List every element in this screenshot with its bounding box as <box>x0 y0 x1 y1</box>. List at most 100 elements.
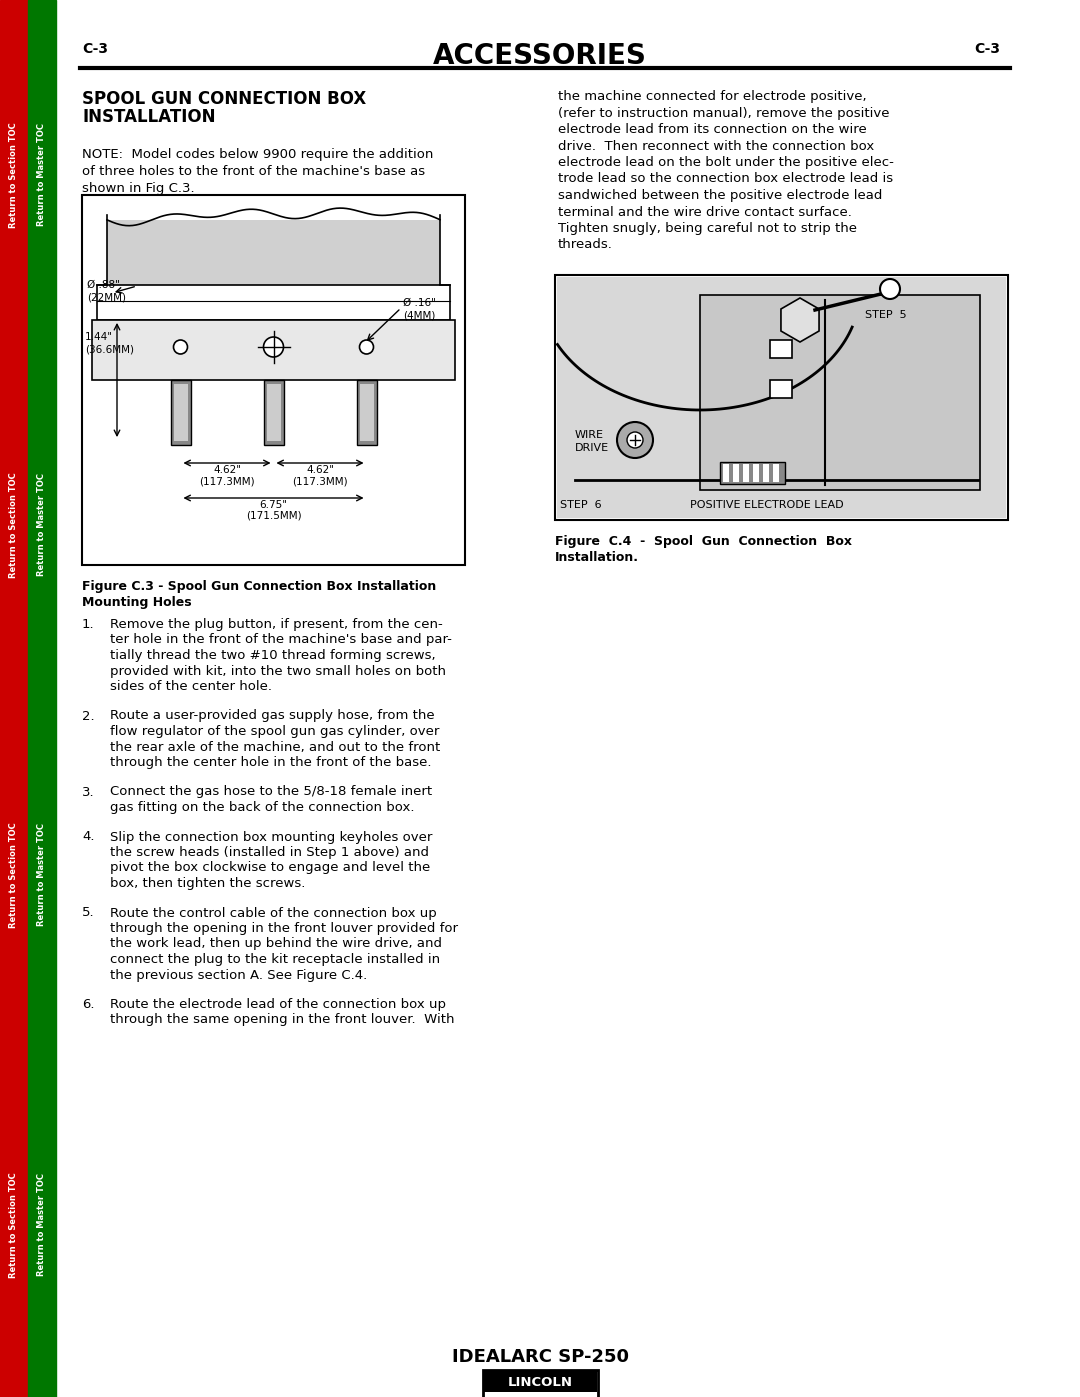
Bar <box>733 464 739 482</box>
Text: of three holes to the front of the machine's base as: of three holes to the front of the machi… <box>82 165 426 177</box>
Text: 4.62": 4.62" <box>213 465 241 475</box>
Bar <box>720 462 785 483</box>
Text: the work lead, then up behind the wire drive, and: the work lead, then up behind the wire d… <box>110 937 442 950</box>
Text: (117.3MM): (117.3MM) <box>293 476 348 486</box>
Text: NOTE:  Model codes below 9900 require the addition: NOTE: Model codes below 9900 require the… <box>82 148 433 161</box>
Text: (171.5MM): (171.5MM) <box>245 511 301 521</box>
Bar <box>762 464 769 482</box>
Text: 4.: 4. <box>82 830 95 844</box>
Text: sides of the center hole.: sides of the center hole. <box>110 680 272 693</box>
Text: through the center hole in the front of the base.: through the center hole in the front of … <box>110 756 432 768</box>
Bar <box>700 295 980 490</box>
Text: flow regulator of the spool gun gas cylinder, over: flow regulator of the spool gun gas cyli… <box>110 725 440 738</box>
Text: drive.  Then reconnect with the connection box: drive. Then reconnect with the connectio… <box>558 140 874 152</box>
Text: Return to Section TOC: Return to Section TOC <box>10 821 18 928</box>
Text: Installation.: Installation. <box>555 550 639 564</box>
Text: LINCOLN: LINCOLN <box>508 1376 572 1389</box>
Bar <box>267 384 281 441</box>
Text: ter hole in the front of the machine's base and par-: ter hole in the front of the machine's b… <box>110 633 451 647</box>
Text: Tighten snugly, being careful not to strip the: Tighten snugly, being careful not to str… <box>558 222 858 235</box>
Text: 4.62": 4.62" <box>306 465 334 475</box>
Text: tially thread the two #10 thread forming screws,: tially thread the two #10 thread forming… <box>110 650 435 662</box>
Text: Slip the connection box mounting keyholes over: Slip the connection box mounting keyhole… <box>110 830 432 844</box>
Bar <box>360 384 374 441</box>
Text: the previous section A. See Figure C.4.: the previous section A. See Figure C.4. <box>110 968 367 982</box>
Text: Return to Master TOC: Return to Master TOC <box>38 474 46 577</box>
Bar <box>92 320 455 380</box>
Text: 3.: 3. <box>82 785 95 799</box>
Text: Route the electrode lead of the connection box up: Route the electrode lead of the connecti… <box>110 997 446 1011</box>
Circle shape <box>264 337 283 358</box>
Bar <box>770 339 792 358</box>
Text: electrode lead from its connection on the wire: electrode lead from its connection on th… <box>558 123 867 136</box>
Text: ACCESSORIES: ACCESSORIES <box>433 42 647 70</box>
Circle shape <box>174 339 188 353</box>
Bar <box>743 464 750 482</box>
Text: Return to Section TOC: Return to Section TOC <box>10 122 18 228</box>
Text: 5.: 5. <box>82 907 95 919</box>
Text: the rear axle of the machine, and out to the front: the rear axle of the machine, and out to… <box>110 740 441 753</box>
Text: connect the plug to the kit receptacle installed in: connect the plug to the kit receptacle i… <box>110 953 441 965</box>
Text: trode lead so the connection box electrode lead is: trode lead so the connection box electro… <box>558 172 893 186</box>
Bar <box>770 380 792 398</box>
Text: C-3: C-3 <box>974 42 1000 56</box>
Text: gas fitting on the back of the connection box.: gas fitting on the back of the connectio… <box>110 800 415 814</box>
Text: POSITIVE ELECTRODE LEAD: POSITIVE ELECTRODE LEAD <box>690 500 843 510</box>
Text: INSTALLATION: INSTALLATION <box>82 108 216 126</box>
Text: GAS: GAS <box>788 314 811 326</box>
Text: Remove the plug button, if present, from the cen-: Remove the plug button, if present, from… <box>110 617 443 631</box>
Text: the screw heads (installed in Step 1 above) and: the screw heads (installed in Step 1 abo… <box>110 847 429 859</box>
Text: (117.3MM): (117.3MM) <box>199 476 255 486</box>
Text: (36.6MM): (36.6MM) <box>85 344 134 353</box>
Text: Return to Master TOC: Return to Master TOC <box>38 1173 46 1277</box>
Text: Return to Section TOC: Return to Section TOC <box>10 1172 18 1278</box>
Text: box, then tighten the screws.: box, then tighten the screws. <box>110 877 306 890</box>
Text: Ø .16": Ø .16" <box>403 298 436 307</box>
Text: ®: ® <box>588 1372 595 1382</box>
Text: STEP  5: STEP 5 <box>865 310 906 320</box>
Text: electrode lead on the bolt under the positive elec-: electrode lead on the bolt under the pos… <box>558 156 894 169</box>
Text: STEP  6: STEP 6 <box>561 500 602 510</box>
Bar <box>356 380 377 446</box>
Bar <box>484 1370 596 1391</box>
Bar <box>28 0 56 1397</box>
Text: (22MM): (22MM) <box>87 292 126 302</box>
Bar <box>107 219 440 285</box>
Text: shown in Fig C.3.: shown in Fig C.3. <box>82 182 194 196</box>
Circle shape <box>880 279 900 299</box>
Text: C-3: C-3 <box>82 42 108 56</box>
Text: Connect the gas hose to the 5/8-18 female inert: Connect the gas hose to the 5/8-18 femal… <box>110 785 432 799</box>
Bar <box>483 1370 597 1397</box>
Text: 6.: 6. <box>82 997 95 1011</box>
Bar <box>557 277 1005 518</box>
Text: (refer to instruction manual), remove the positive: (refer to instruction manual), remove th… <box>558 106 890 120</box>
Text: Figure C.3 - Spool Gun Connection Box Installation: Figure C.3 - Spool Gun Connection Box In… <box>82 580 436 592</box>
Bar <box>773 464 779 482</box>
Text: 6.75": 6.75" <box>259 500 287 510</box>
Bar <box>171 380 190 446</box>
Bar <box>0 0 28 1397</box>
Bar <box>97 285 450 320</box>
Text: sandwiched between the positive electrode lead: sandwiched between the positive electrod… <box>558 189 882 203</box>
Circle shape <box>627 432 643 448</box>
Text: Route a user-provided gas supply hose, from the: Route a user-provided gas supply hose, f… <box>110 710 434 722</box>
Bar <box>82 196 465 564</box>
Circle shape <box>360 339 374 353</box>
Text: Return to Master TOC: Return to Master TOC <box>38 823 46 926</box>
Text: Figure  C.4  -  Spool  Gun  Connection  Box: Figure C.4 - Spool Gun Connection Box <box>555 535 852 548</box>
Bar <box>174 384 188 441</box>
Circle shape <box>617 422 653 458</box>
Text: through the same opening in the front louver.  With: through the same opening in the front lo… <box>110 1013 455 1027</box>
Text: Mounting Holes: Mounting Holes <box>82 597 191 609</box>
Text: provided with kit, into the two small holes on both: provided with kit, into the two small ho… <box>110 665 446 678</box>
Text: Return to Section TOC: Return to Section TOC <box>10 472 18 578</box>
Text: 1.44": 1.44" <box>85 332 113 342</box>
Text: through the opening in the front louver provided for: through the opening in the front louver … <box>110 922 458 935</box>
Text: Return to Master TOC: Return to Master TOC <box>38 123 46 226</box>
Text: (4MM): (4MM) <box>403 310 435 320</box>
Text: Route the control cable of the connection box up: Route the control cable of the connectio… <box>110 907 436 919</box>
Text: IDEALARC SP-250: IDEALARC SP-250 <box>451 1348 629 1366</box>
Text: WIRE: WIRE <box>575 430 604 440</box>
Text: pivot the box clockwise to engage and level the: pivot the box clockwise to engage and le… <box>110 862 430 875</box>
Text: 1.: 1. <box>82 617 95 631</box>
